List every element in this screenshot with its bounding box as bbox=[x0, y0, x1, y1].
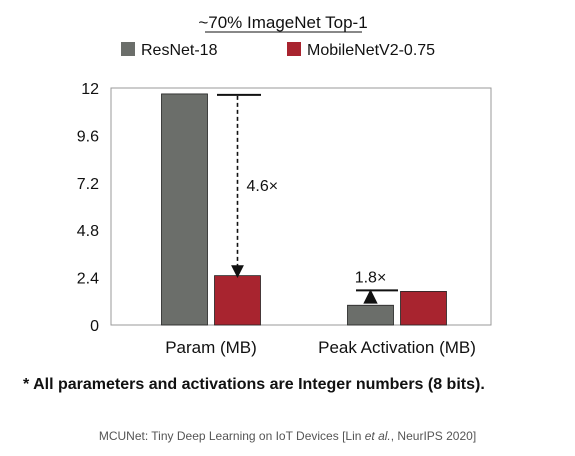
y-tick-label: 2.4 bbox=[77, 271, 99, 288]
citation: MCUNet: Tiny Deep Learning on IoT Device… bbox=[0, 429, 575, 443]
ratio-label: 4.6× bbox=[247, 178, 279, 195]
y-tick-label: 7.2 bbox=[77, 176, 99, 193]
chart-title: ~70% ImageNet Top-1 bbox=[198, 13, 367, 32]
ratio-label: 1.8× bbox=[355, 269, 387, 286]
bar-chart: ~70% ImageNet Top-1 ResNet-18 MobileNetV2… bbox=[77, 13, 492, 357]
bar bbox=[161, 93, 208, 326]
legend-swatch bbox=[121, 42, 135, 56]
plot-frame bbox=[110, 87, 492, 326]
citation-italic: et al. bbox=[364, 429, 391, 443]
bar bbox=[347, 304, 394, 326]
y-tick-label: 12 bbox=[81, 81, 99, 98]
legend-label: MobileNetV2-0.75 bbox=[307, 42, 435, 59]
y-tick-label: 9.6 bbox=[77, 128, 99, 145]
bar bbox=[400, 291, 447, 326]
legend-swatch bbox=[287, 42, 301, 56]
citation-suffix: , NeurIPS 2020] bbox=[390, 429, 477, 443]
citation-prefix: MCUNet: Tiny Deep Learning on IoT Device… bbox=[98, 429, 365, 443]
x-tick-label: Param (MB) bbox=[165, 338, 257, 357]
y-tick-label: 0 bbox=[90, 318, 99, 335]
footnote: * All parameters and activations are Int… bbox=[23, 376, 485, 393]
y-tick-label: 4.8 bbox=[77, 223, 99, 240]
legend-label: ResNet-18 bbox=[141, 42, 218, 59]
x-tick-label: Peak Activation (MB) bbox=[318, 338, 476, 357]
bar bbox=[214, 275, 261, 326]
